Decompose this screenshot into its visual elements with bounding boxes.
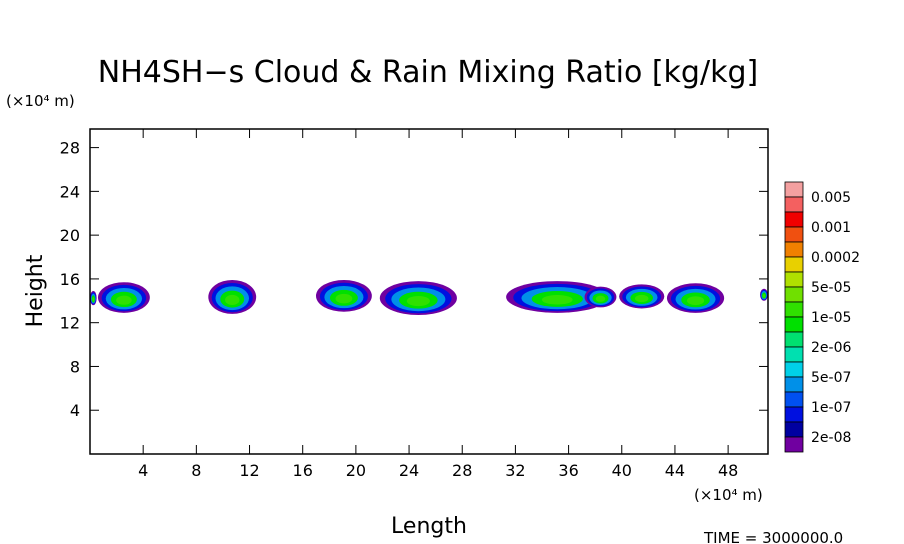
- colorbar-label: 2e-08: [811, 430, 851, 446]
- footer: TIME = 3000000.0: [703, 529, 843, 544]
- y-tick-label: 20: [60, 226, 80, 245]
- x-tick-label: 4: [138, 461, 148, 480]
- colorbar-label: 1e-07: [811, 400, 851, 416]
- cloud-cell: [97, 282, 150, 313]
- colorbar-box: [784, 436, 804, 453]
- colorbar-box: [784, 391, 804, 408]
- colorbar-box: [784, 376, 804, 393]
- y-tick-label: 28: [60, 139, 80, 158]
- cloud-cell: [506, 281, 609, 313]
- contour-level: [686, 296, 705, 306]
- colorbar-box: [784, 196, 804, 213]
- colorbar-label: 0.0002: [811, 250, 860, 266]
- contour-level: [92, 297, 95, 302]
- contour-field: [90, 280, 768, 316]
- colorbar-box: [784, 256, 804, 273]
- colorbar-label: 5e-07: [811, 370, 851, 386]
- colorbar-box: [784, 241, 804, 258]
- cloud-cell: [316, 280, 372, 312]
- colorbar-label: 0.005: [811, 190, 851, 206]
- x-tick-label: 8: [191, 461, 201, 480]
- colorbar-box: [784, 346, 804, 363]
- cloud-cell: [666, 283, 725, 313]
- plot-frame: [89, 128, 769, 455]
- contour-level: [762, 294, 766, 298]
- colorbar-label: 2e-06: [811, 340, 851, 356]
- cloud-cell: [379, 281, 457, 316]
- chart-title: NH4SH−s Cloud & Rain Mixing Ratio [kg/kg…: [98, 55, 758, 90]
- colorbar-label: 0.001: [811, 220, 851, 236]
- x-tick-label: 44: [665, 461, 685, 480]
- contour-level: [406, 295, 430, 307]
- y-tick-label: 24: [60, 182, 80, 201]
- x-tick-label: 12: [239, 461, 259, 480]
- colorbar-box: [784, 361, 804, 378]
- y-tick-label: 8: [70, 357, 80, 376]
- x-tick-label: 36: [558, 461, 578, 480]
- x-unit: (×10⁴ m): [694, 486, 763, 504]
- x-tick-label: 24: [399, 461, 419, 480]
- contour-level: [634, 294, 649, 303]
- colorbar-box: [784, 316, 804, 333]
- x-tick-label: 40: [612, 461, 632, 480]
- y-unit: (×10⁴ m): [6, 92, 75, 110]
- contour-level: [595, 295, 606, 302]
- colorbar-label: 1e-05: [811, 310, 851, 326]
- y-tick-label: 12: [60, 314, 80, 333]
- contour-level: [116, 295, 132, 305]
- colorbar-box: [784, 226, 804, 243]
- colorbar-label: 5e-05: [811, 280, 851, 296]
- x-tick-label: 20: [346, 461, 366, 480]
- y-tick-label: 16: [60, 270, 80, 289]
- colorbar-box: [784, 406, 804, 423]
- y-tick-label: 4: [70, 401, 80, 420]
- x-tick-label: 32: [505, 461, 525, 480]
- colorbar-box: [784, 211, 804, 228]
- colorbar-box: [784, 181, 804, 198]
- cloud-cell: [760, 288, 768, 301]
- colorbar-box: [784, 421, 804, 438]
- contour-level: [541, 294, 573, 305]
- y-axis-label: Height: [23, 254, 48, 327]
- cloud-cell: [90, 290, 97, 306]
- x-tick-label: 48: [718, 461, 738, 480]
- x-tick-label: 16: [293, 461, 313, 480]
- colorbar-box: [784, 286, 804, 303]
- contour-level: [335, 293, 353, 304]
- cloud-cell: [619, 284, 665, 309]
- colorbar-box: [784, 331, 804, 348]
- x-tick-label: 28: [452, 461, 472, 480]
- colorbar-box: [784, 271, 804, 288]
- contour-level: [225, 294, 240, 306]
- colorbar-box: [784, 301, 804, 318]
- cloud-cell: [584, 286, 617, 308]
- cloud-cell: [208, 280, 257, 314]
- x-axis-label: Length: [391, 514, 467, 539]
